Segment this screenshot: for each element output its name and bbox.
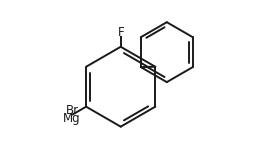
Text: Br: Br — [65, 104, 79, 117]
Text: F: F — [117, 27, 124, 40]
Text: Mg: Mg — [63, 112, 81, 125]
